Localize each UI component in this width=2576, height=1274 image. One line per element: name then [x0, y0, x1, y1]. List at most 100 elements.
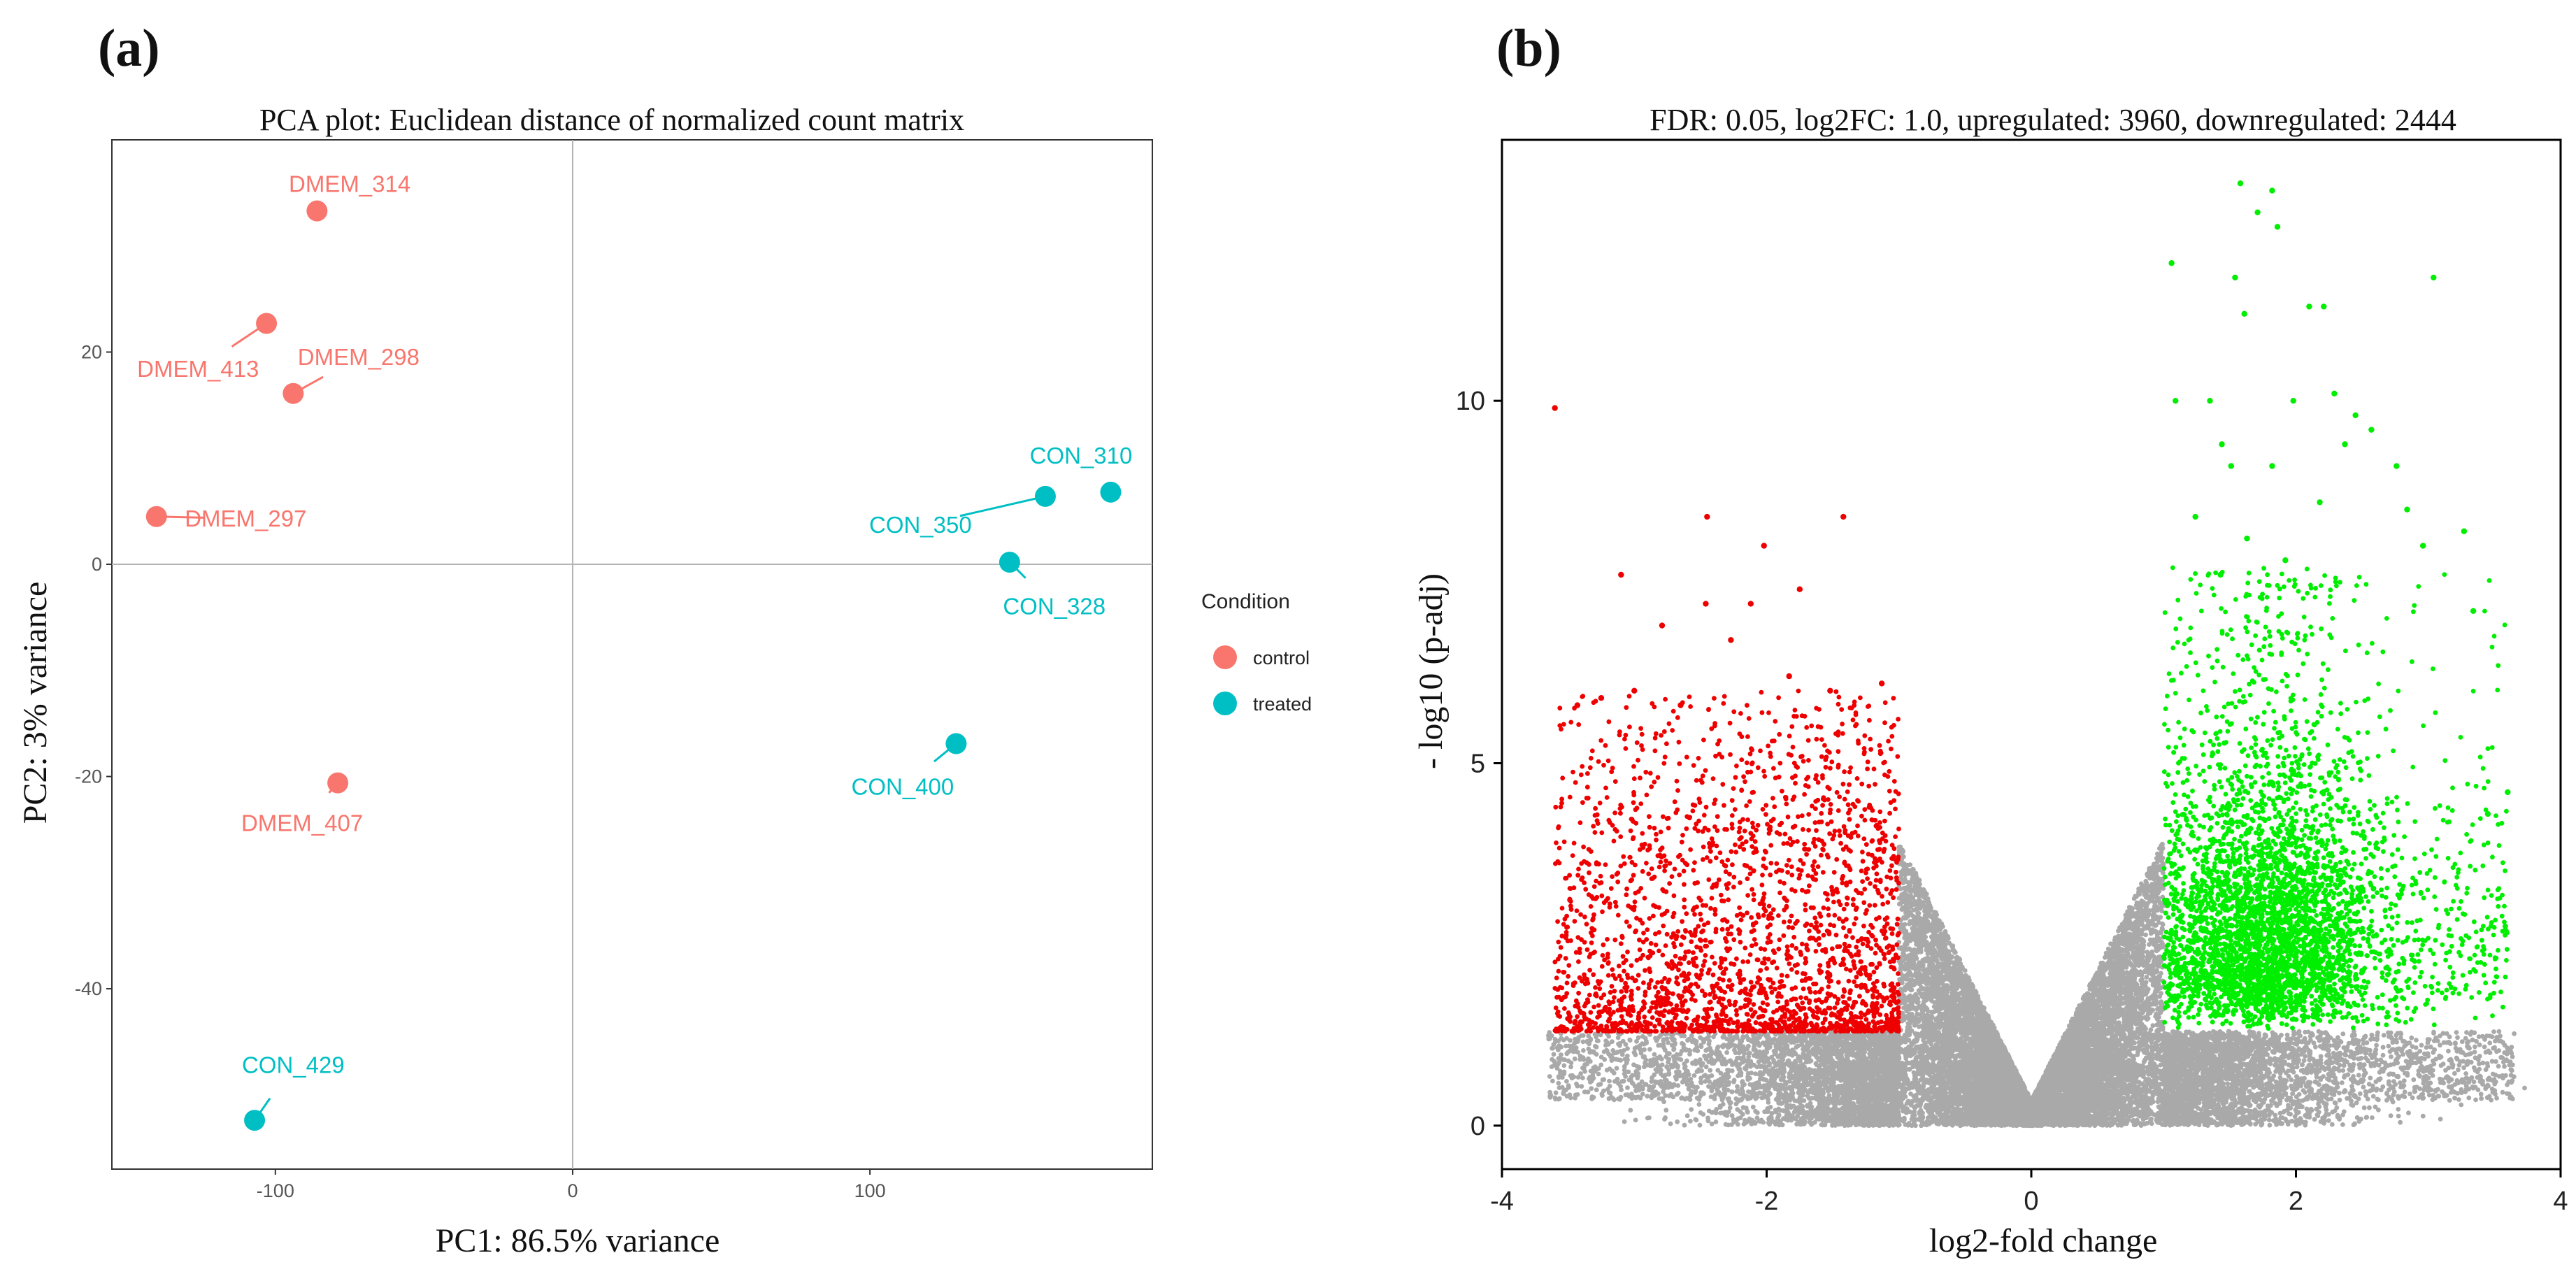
volcano-down-point — [1574, 702, 1581, 708]
volcano-down-point — [1728, 637, 1734, 643]
pca-point — [1034, 485, 1056, 507]
volcano-down-point — [1618, 571, 1624, 578]
volcano-background-points — [1546, 565, 2527, 1129]
panel-b-letter: (b) — [1496, 19, 1561, 78]
volcano-up-point — [2237, 180, 2244, 187]
pca-y-tick-label: 0 — [92, 554, 102, 575]
pca-point — [282, 382, 304, 404]
volcano-down-point — [1704, 513, 1710, 520]
volcano-up-point — [2331, 390, 2338, 397]
volcano-down-point — [1747, 601, 1754, 607]
volcano-up-point — [2321, 303, 2327, 310]
volcano-up-point — [2232, 274, 2238, 281]
volcano-y-tick-label: 5 — [1471, 749, 1485, 778]
volcano-x-tick-label: -4 — [1490, 1187, 1514, 1216]
volcano-x-tick-label: 2 — [2289, 1187, 2303, 1216]
volcano-up-point — [2219, 441, 2225, 448]
volcano-title: FDR: 0.05, log2FC: 1.0, upregulated: 396… — [1650, 103, 2456, 137]
pca-point-label: DMEM_413 — [137, 356, 259, 382]
legend-treated-marker — [1213, 692, 1237, 715]
volcano-highlight-points — [1552, 180, 2511, 817]
volcano-up-point — [2244, 535, 2250, 542]
volcano-up-point — [2173, 397, 2179, 404]
pca-point-label: CON_328 — [1003, 594, 1105, 620]
pca-x-tick-label: 100 — [854, 1180, 886, 1201]
pca-point-label: DMEM_298 — [298, 344, 420, 370]
pca-legend: Condition control treated — [1201, 590, 1312, 715]
pca-plot-frame — [111, 139, 1153, 1170]
pca-y-tick-label: -40 — [75, 978, 102, 999]
pca-point-label: CON_350 — [869, 512, 972, 538]
volcano-down-point — [1761, 543, 1767, 549]
pca-point-label: CON_429 — [242, 1052, 345, 1078]
volcano-down-point — [1703, 601, 1709, 607]
legend-control-marker — [1213, 645, 1237, 669]
pca-point — [306, 200, 328, 222]
volcano-down-points — [1552, 688, 1901, 1034]
volcano-up-point — [2352, 412, 2359, 419]
volcano-up-point — [2290, 397, 2296, 404]
volcano-up-points — [2161, 565, 2510, 1031]
legend-control-label: control — [1253, 647, 1310, 668]
panel-a-letter: (a) — [98, 19, 160, 78]
volcano-up-point — [2306, 303, 2312, 310]
volcano-down-point — [1840, 513, 1847, 520]
volcano-up-point — [2207, 397, 2213, 404]
pca-x-tick-label: -100 — [257, 1180, 294, 1201]
pca-point — [256, 313, 278, 334]
volcano-down-point — [1827, 687, 1833, 694]
volcano-up-point — [2404, 506, 2410, 513]
volcano-up-point — [2168, 260, 2175, 266]
pca-point — [244, 1110, 266, 1131]
legend-treated-label: treated — [1253, 694, 1312, 715]
pca-point — [327, 772, 349, 794]
pca-chart: PCA plot: Euclidean distance of normaliz… — [17, 103, 1312, 1259]
volcano-up-point — [2192, 513, 2198, 520]
pca-point — [999, 551, 1020, 573]
volcano-up-point — [2317, 499, 2323, 506]
pca-y-tick-label: 20 — [81, 342, 102, 363]
volcano-up-point — [2505, 789, 2511, 796]
volcano-up-point — [2269, 187, 2275, 194]
volcano-up-point — [2342, 441, 2348, 448]
volcano-down-point — [1598, 694, 1605, 701]
volcano-up-point — [2393, 463, 2400, 469]
pca-title: PCA plot: Euclidean distance of normaliz… — [259, 103, 964, 137]
volcano-axes: -4 -2 0 2 4 0 5 10 — [1456, 387, 2568, 1216]
pca-point-label: DMEM_297 — [185, 506, 306, 531]
pca-label-connector — [959, 495, 1046, 517]
volcano-up-point — [2274, 224, 2281, 230]
volcano-up-point — [2368, 427, 2375, 433]
volcano-y-axis-label: - log10 (p-adj) — [1412, 573, 1450, 769]
volcano-down-point — [1878, 680, 1885, 687]
volcano-down-point — [1552, 405, 1558, 411]
volcano-down-point — [1786, 673, 1792, 680]
volcano-y-tick-label: 0 — [1471, 1112, 1485, 1141]
volcano-down-point — [1796, 586, 1803, 592]
pca-point-label: DMEM_407 — [241, 810, 363, 836]
pca-point-label: CON_400 — [852, 774, 954, 800]
volcano-x-tick-label: 0 — [2024, 1187, 2038, 1216]
pca-point-labels: DMEM_314 DMEM_413 DMEM_298 DMEM_297 DMEM_407… — [137, 171, 1132, 1078]
volcano-up-point — [2431, 274, 2437, 281]
volcano-up-point — [2470, 608, 2477, 615]
volcano-y-tick-label: 10 — [1456, 387, 1485, 416]
pca-point — [945, 733, 967, 754]
volcano-ns-points — [1546, 841, 2527, 1129]
volcano-down-point — [1631, 687, 1638, 694]
volcano-chart: FDR: 0.05, log2FC: 1.0, upregulated: 396… — [1412, 103, 2568, 1259]
volcano-up-point — [2461, 528, 2468, 534]
pca-point — [1100, 481, 1122, 503]
pca-y-tick-label: -20 — [75, 766, 102, 787]
volcano-up-point — [2282, 557, 2289, 564]
pca-axes: -100 0 100 -40 -20 0 20 — [75, 342, 886, 1201]
pca-zero-lines — [112, 140, 1152, 1169]
volcano-up-point — [2241, 310, 2247, 317]
pca-point — [145, 506, 167, 527]
volcano-up-point — [2254, 209, 2261, 215]
volcano-x-tick-label: 4 — [2553, 1187, 2568, 1216]
pca-y-axis-label: PC2: 3% variance — [17, 582, 54, 824]
volcano-down-point — [1659, 622, 1666, 629]
volcano-up-point — [2228, 463, 2234, 469]
